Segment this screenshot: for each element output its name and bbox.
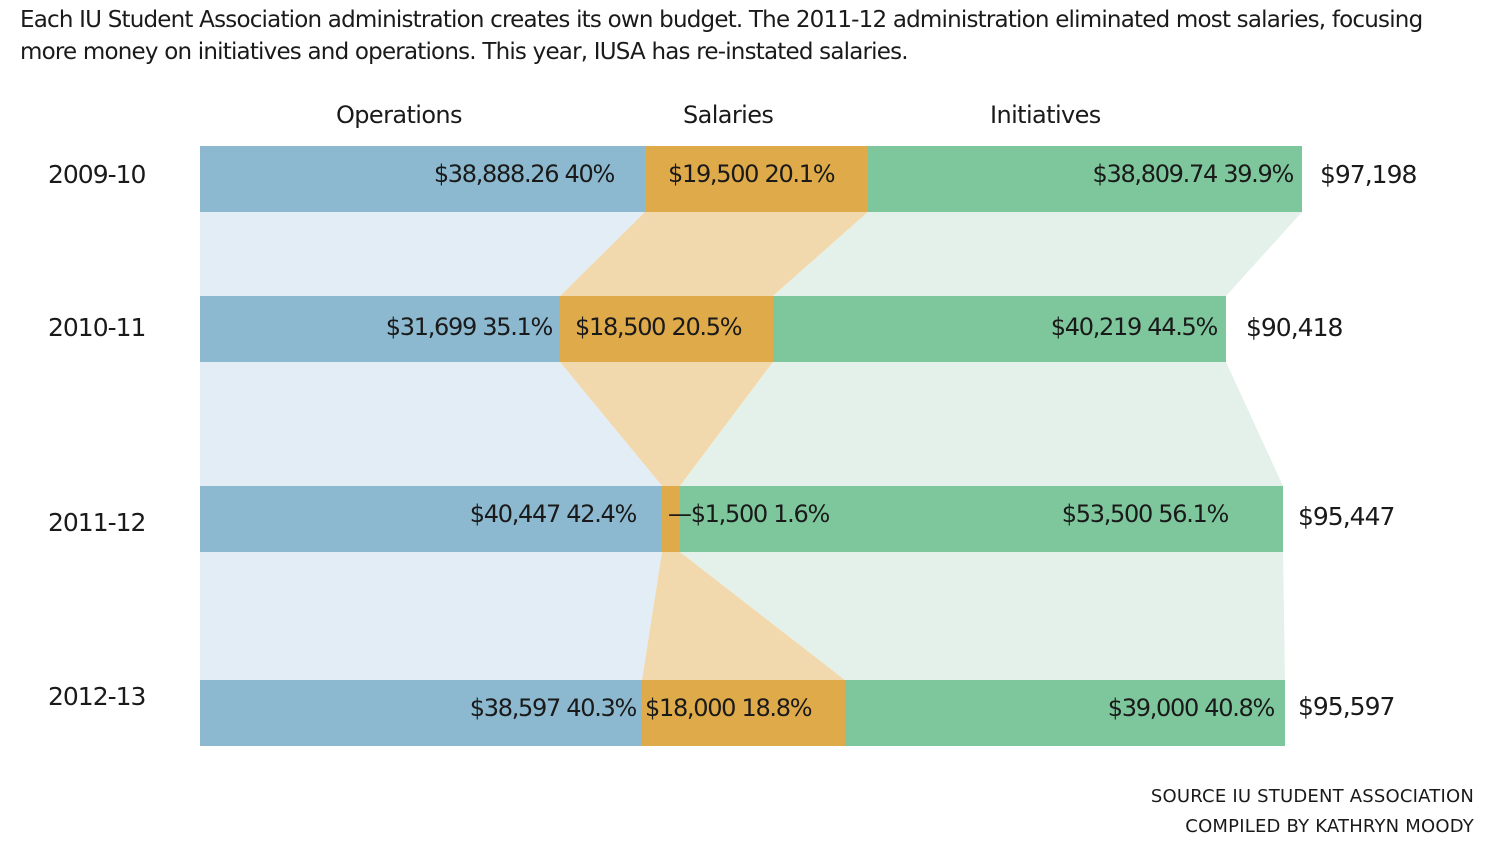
bar-2009-10: [200, 146, 1302, 212]
operations-value: $40,447 42.4%: [469, 500, 638, 528]
credit-line: COMPILED BY KATHRYN MOODY: [1185, 816, 1474, 837]
salaries-value: $18,500 20.5%: [575, 313, 743, 341]
connector-2011-2012: [200, 552, 1285, 680]
bar-2010-11: [200, 296, 1226, 362]
year-label: 2009-10: [48, 160, 146, 189]
year-label: 2010-11: [48, 313, 146, 342]
initiatives-value: $39,000 40.8%: [1107, 694, 1276, 722]
bar-2012-13: [200, 680, 1285, 746]
header-salaries: Salaries: [683, 101, 774, 129]
initiatives-value: $40,219 44.5%: [1050, 313, 1219, 341]
salaries-value: $18,000 18.8%: [645, 694, 813, 722]
operations-value: $38,888.26 40%: [433, 160, 615, 188]
total-value: $95,447: [1298, 502, 1395, 531]
source-credit: SOURCE IU STUDENT ASSOCIATION COMPILED B…: [1151, 782, 1474, 842]
operations-value: $31,699 35.1%: [385, 313, 554, 341]
year-label: 2011-12: [48, 508, 146, 537]
intro-text: Each IU Student Association administrati…: [20, 7, 1423, 65]
salaries-value: —$1,500 1.6%: [668, 500, 830, 528]
connector-2010-2011: [200, 362, 1283, 486]
salaries-value: $19,500 20.1%: [668, 160, 836, 188]
total-value: $95,597: [1298, 692, 1395, 721]
operations-value: $38,597 40.3%: [469, 694, 638, 722]
initiatives-value: $38,809.74 39.9%: [1092, 160, 1295, 188]
initiatives-value: $53,500 56.1%: [1061, 500, 1230, 528]
year-label: 2012-13: [48, 682, 146, 711]
total-value: $90,418: [1246, 313, 1343, 342]
header-operations: Operations: [336, 101, 463, 129]
connector-2009-2010: [200, 212, 1302, 296]
bar-2011-12: [200, 486, 1283, 552]
total-value: $97,198: [1320, 160, 1417, 189]
source-line: SOURCE IU STUDENT ASSOCIATION: [1150, 786, 1474, 807]
header-initiatives: Initiatives: [990, 101, 1101, 129]
